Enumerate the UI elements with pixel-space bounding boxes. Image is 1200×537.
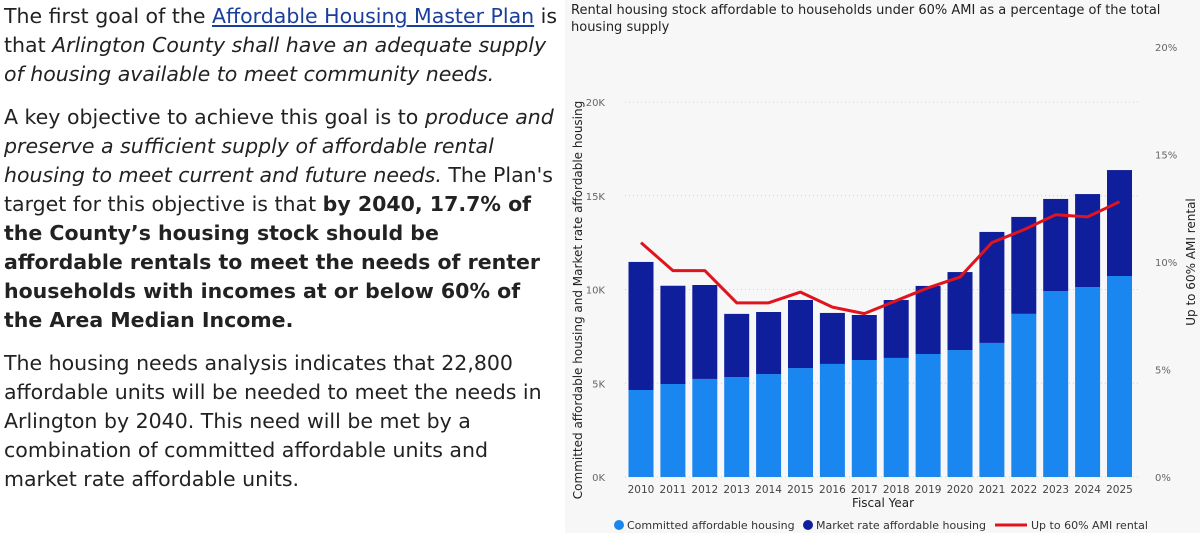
bar-committed [852, 360, 877, 477]
x-axis-title: Fiscal Year [852, 496, 914, 510]
bar-committed [660, 384, 685, 477]
bar-market-rate [884, 300, 909, 358]
y2-tick-label: 20% [1155, 43, 1177, 54]
bar-market-rate [692, 285, 717, 379]
bar-market-rate [1107, 170, 1132, 276]
x-tick-label: 2014 [755, 484, 782, 496]
bar-market-rate [916, 286, 941, 354]
x-tick-label: 2023 [1042, 484, 1069, 496]
paragraph-goal: The first goal of the Affordable Housing… [4, 2, 564, 89]
legend-label: Committed affordable housing [627, 519, 795, 532]
bar-committed [948, 350, 973, 477]
x-tick-label: 2012 [691, 484, 718, 496]
chart-svg: 0K 5K 10K 15K 20K 0% 5% 10% 15% 20% 2010 2011 2012 20… [565, 0, 1200, 533]
bar-committed [1011, 314, 1036, 477]
bar-market-rate [788, 300, 813, 368]
y2-tick-label: 0% [1155, 473, 1171, 484]
text: A key objective to achieve this goal is … [4, 105, 425, 129]
y2-tick-label: 10% [1155, 258, 1177, 269]
paragraph-needs: The housing needs analysis indicates tha… [4, 349, 564, 494]
bar-market-rate [820, 313, 845, 364]
bar-committed [692, 379, 717, 477]
bar-market-rate [629, 262, 654, 390]
bar-market-rate [1011, 217, 1036, 314]
goal-italic: Arlington County shall have an adequate … [4, 33, 546, 86]
bar-committed [788, 368, 813, 477]
bar-committed [629, 390, 654, 477]
x-tick-label: 2025 [1106, 484, 1133, 496]
bar-market-rate [852, 315, 877, 360]
bar-committed [979, 343, 1004, 477]
x-tick-label: 2018 [883, 484, 910, 496]
y-tick-label: 5K [592, 379, 605, 390]
bar-market-rate [660, 286, 685, 384]
bar-market-rate [1043, 199, 1068, 291]
intro-text: The first goal of the Affordable Housing… [4, 2, 564, 508]
legend-label: Market rate affordable housing [816, 519, 986, 532]
y-tick-label: 15K [586, 192, 606, 203]
bar-committed [916, 354, 941, 477]
x-tick-label: 2024 [1074, 484, 1101, 496]
text: The first goal of the [4, 4, 212, 28]
bar-committed [724, 377, 749, 477]
bar-committed [820, 364, 845, 477]
y2-axis-title: Up to 60% AMI rental [1184, 198, 1198, 326]
y-tick-label: 0K [592, 473, 605, 484]
bar-committed [1043, 291, 1068, 477]
bar-committed [1075, 287, 1100, 477]
bar-committed [884, 358, 909, 477]
y2-tick-label: 15% [1155, 151, 1177, 162]
x-tick-label: 2015 [787, 484, 814, 496]
y-tick-label: 10K [586, 286, 606, 297]
x-tick-label: 2010 [628, 484, 655, 496]
chart: Rental housing stock affordable to house… [565, 0, 1200, 533]
paragraph-objective: A key objective to achieve this goal is … [4, 103, 564, 335]
x-tick-label: 2020 [947, 484, 974, 496]
x-tick-label: 2013 [723, 484, 750, 496]
x-tick-label: 2011 [660, 484, 687, 496]
legend-marker-committed [614, 520, 624, 530]
bar-market-rate [756, 312, 781, 374]
legend-marker-market-rate [803, 520, 813, 530]
x-tick-label: 2016 [819, 484, 846, 496]
legend-label: Up to 60% AMI rental [1031, 519, 1148, 532]
x-tick-label: 2022 [1010, 484, 1037, 496]
y-tick-label: 20K [586, 98, 606, 109]
y-axis-title: Committed affordable housing and Market … [571, 101, 585, 499]
bar-committed [756, 374, 781, 477]
master-plan-link[interactable]: Affordable Housing Master Plan [212, 4, 534, 28]
bar-market-rate [979, 232, 1004, 343]
x-tick-label: 2019 [915, 484, 942, 496]
bar-market-rate [1075, 194, 1100, 287]
y2-tick-label: 5% [1155, 366, 1171, 377]
chart-title: Rental housing stock affordable to house… [571, 2, 1191, 36]
bar-market-rate [948, 272, 973, 350]
bar-committed [1107, 276, 1132, 477]
bar-market-rate [724, 314, 749, 377]
x-tick-label: 2017 [851, 484, 878, 496]
x-tick-label: 2021 [979, 484, 1006, 496]
